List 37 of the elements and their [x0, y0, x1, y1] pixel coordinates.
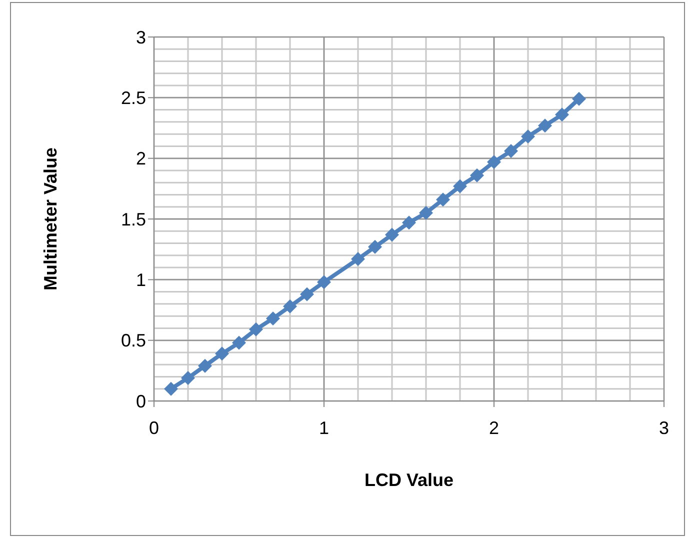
y-axis-title: Multimeter Value [40, 147, 60, 291]
point [487, 154, 501, 169]
x-axis-title: LCD Value [364, 470, 454, 490]
point [470, 168, 484, 182]
point [572, 92, 586, 106]
y-tick-label: 1.5 [120, 209, 146, 230]
point [266, 311, 280, 326]
point [317, 275, 331, 290]
point [198, 358, 212, 373]
point [283, 299, 297, 314]
point [385, 228, 399, 242]
y-tick-label: 3 [136, 27, 146, 48]
x-tick-label: 0 [148, 418, 160, 438]
point [300, 287, 314, 302]
point [419, 206, 433, 220]
point [368, 240, 382, 254]
y-tick-label: 0 [136, 391, 146, 412]
point [164, 382, 178, 396]
x-tick-label: 1 [318, 418, 330, 438]
point [555, 108, 569, 122]
point [538, 118, 552, 133]
y-tick-label: 1 [136, 270, 146, 290]
point [232, 336, 246, 350]
y-tick-label: 2 [136, 148, 146, 169]
point [215, 346, 229, 361]
point [402, 216, 416, 230]
point [504, 144, 518, 158]
point [351, 252, 365, 266]
point [249, 322, 263, 336]
point [521, 129, 535, 144]
y-tick-label: 0.5 [120, 330, 146, 351]
point [453, 179, 467, 194]
x-tick-label: 2 [488, 418, 500, 438]
point [181, 370, 195, 385]
y-tick-label: 2.5 [120, 88, 146, 108]
x-tick-label: 3 [658, 418, 670, 438]
point [436, 192, 450, 207]
